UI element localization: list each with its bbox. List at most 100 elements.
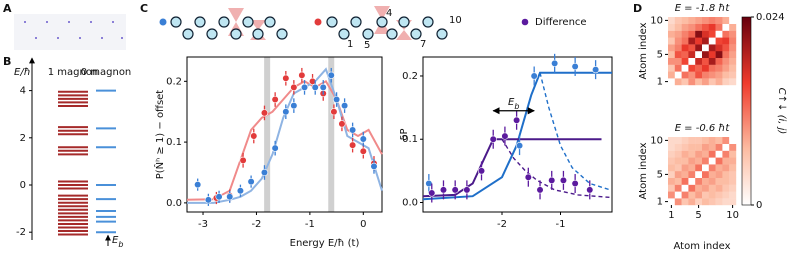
heatmap-cell <box>695 51 703 58</box>
heatmap-cell <box>695 23 703 31</box>
eb-label: Eb <box>508 97 519 111</box>
heatmap-cell <box>702 64 709 72</box>
heatmap-cell <box>668 30 675 38</box>
data-point <box>548 176 556 184</box>
panel-label: A <box>3 2 12 15</box>
heatmap-cell <box>702 30 709 38</box>
x-tick-label: 10 <box>726 210 739 221</box>
data-point <box>239 156 247 164</box>
y-tick-label: -2 <box>16 227 26 238</box>
heatmap-cell <box>702 78 709 86</box>
heatmap-cell <box>708 51 716 58</box>
heatmap-cell <box>668 164 675 172</box>
eb-label-main: E <box>508 97 515 108</box>
heatmap-cell <box>668 37 675 45</box>
heatmap-cell <box>674 143 682 151</box>
heatmap-cell <box>688 198 696 206</box>
heatmap-cell <box>688 71 696 79</box>
heatmap-cell <box>702 71 709 79</box>
heatmap-cell <box>668 143 675 151</box>
x-axis-label: Atom index <box>674 241 731 252</box>
x-tick-label: -2 <box>497 219 507 230</box>
heatmap-cell <box>668 191 675 199</box>
heatmap-cell <box>674 23 682 31</box>
data-point <box>250 132 258 140</box>
heatmap-cell <box>722 37 730 45</box>
heatmap-cell <box>674 44 682 52</box>
heatmap-cell <box>702 150 709 158</box>
heatmap-cell <box>702 57 709 65</box>
data-point <box>513 116 521 124</box>
heatmap-cell <box>702 137 709 144</box>
y-tick-label: 4 <box>20 86 26 97</box>
heatmap-cell <box>695 191 703 199</box>
legend-marker <box>521 18 529 26</box>
heatmap-cell <box>674 78 682 86</box>
y-tick-label: 0.0 <box>166 198 182 209</box>
data-point <box>236 187 245 195</box>
data-point <box>311 83 319 91</box>
chain-label: 5 <box>364 40 370 51</box>
heatmap-cell <box>722 44 730 52</box>
heatmap-cell <box>722 23 730 31</box>
heatmap-cell <box>708 184 716 192</box>
heatmap-cell <box>702 17 709 24</box>
heatmap-cell <box>681 23 689 31</box>
heatmap-cell <box>715 157 723 165</box>
heatmap-cell <box>681 191 689 199</box>
x-axis-label: Energy E/ħ (t) <box>290 238 360 249</box>
data-point <box>349 141 357 149</box>
heatmap-cell <box>688 37 696 45</box>
data-point <box>559 176 568 184</box>
x-tick-label: 5 <box>695 210 701 221</box>
heatmap-cell <box>722 150 730 158</box>
heatmap-cell <box>715 64 723 72</box>
heatmap-cell <box>688 157 696 165</box>
heatmap-cell <box>722 30 730 38</box>
heatmap-cell <box>722 71 730 79</box>
heatmap-cell <box>688 44 696 52</box>
heatmap-cell <box>708 137 716 144</box>
heatmap-cell <box>695 177 703 185</box>
data-point <box>260 168 269 177</box>
data-point <box>536 186 544 194</box>
heatmap-cell <box>674 57 682 65</box>
heatmap-cell <box>681 51 689 58</box>
heatmap-cell <box>708 78 716 86</box>
heatmap-cell <box>688 17 696 24</box>
data-point <box>260 109 269 117</box>
heatmap-cell <box>722 191 730 199</box>
heatmap-cell <box>729 184 737 192</box>
heatmap-cell <box>674 30 682 38</box>
heatmap-cell <box>695 150 703 158</box>
heatmap-cell <box>674 171 682 178</box>
heatmap-cell <box>695 30 703 38</box>
y-tick-label: 10 <box>650 15 663 26</box>
heatmap-cell <box>729 51 737 58</box>
heatmap-cell <box>681 150 689 158</box>
heatmap-cell <box>668 44 675 52</box>
heatmap-cell <box>681 17 689 24</box>
heatmap-title: E = -0.6 ħt <box>675 123 731 134</box>
heatmap-cell <box>722 171 730 178</box>
heatmap-cell <box>695 57 703 65</box>
heatmap-cell <box>688 23 696 31</box>
data-point <box>524 173 532 181</box>
heatmap-cell <box>722 78 730 86</box>
heatmap-cell <box>695 71 703 79</box>
eb-label: Eb <box>112 235 123 249</box>
heatmap-cell <box>722 198 730 206</box>
heatmap-cell <box>681 143 689 151</box>
heatmap-cell <box>715 44 723 52</box>
heatmap-cell <box>695 171 703 178</box>
heatmap-cell <box>674 184 682 192</box>
y-axis-label: Atom index <box>638 142 649 199</box>
heatmap-cell <box>668 57 675 65</box>
heatmap-cell <box>674 51 682 58</box>
data-point <box>215 193 223 201</box>
heatmap-cell <box>715 143 723 151</box>
data-point <box>359 135 367 143</box>
heatmap-cell <box>681 177 689 185</box>
heatmap-cell <box>729 157 737 165</box>
data-point <box>330 108 338 116</box>
